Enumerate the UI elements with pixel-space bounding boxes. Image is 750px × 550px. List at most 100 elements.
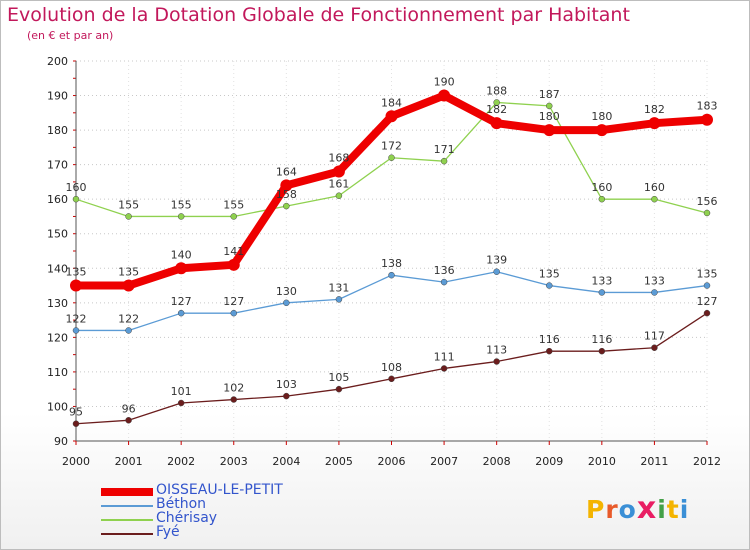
data-label: 156 [697,195,718,208]
data-point [72,420,80,427]
series-lines [70,89,713,427]
y-tick-label: 160 [47,193,68,206]
data-point [546,282,553,289]
data-label: 102 [223,382,244,395]
proxiti-logo: Proxiti [586,491,689,526]
data-point [230,213,237,220]
data-label: 180 [591,110,612,123]
data-label: 116 [539,333,560,346]
data-label: 105 [328,371,349,384]
legend-swatch [101,488,153,496]
legend-swatch [101,533,153,535]
y-tick-label: 120 [47,331,68,344]
legend-label: OISSEAU-LE-PETIT [156,482,283,498]
data-point [332,165,345,178]
data-label: 117 [644,330,665,343]
logo-letter: x [636,491,658,526]
data-label: 138 [381,257,402,270]
legend-label: Fyé [156,524,180,540]
data-point [177,309,185,317]
data-point [177,213,185,220]
y-tick-labels: 90 100 110 120 130 140 150 160 170 180 190 200 [47,55,68,448]
data-point [72,195,80,203]
data-point [125,417,132,424]
logo-letter: t [666,495,680,524]
data-label: 183 [697,100,718,113]
x-tick-label: 2010 [588,455,616,468]
logo-letter: i [657,495,667,524]
data-point [388,271,395,279]
legend-label: Chérisay [156,510,218,526]
y-tick-label: 180 [47,124,68,137]
data-point [651,195,658,203]
x-tick-label: 2004 [272,455,300,468]
data-label: 155 [171,198,192,211]
data-point [280,179,293,192]
data-label: 188 [486,84,507,97]
data-point [595,124,608,137]
data-label: 182 [486,103,507,116]
data-point [230,309,237,317]
data-point [335,192,343,199]
data-point [230,396,237,403]
chart-title: Evolution de la Dotation Globale de Fonc… [7,4,630,26]
data-label: 108 [381,361,402,374]
data-point [598,289,606,296]
chart-subtitle: (en € et par an) [27,29,114,42]
data-label: 103 [276,378,297,391]
x-tick-label: 2011 [640,455,668,468]
data-point [177,399,185,407]
data-point [438,89,451,102]
data-label: 133 [591,274,612,287]
data-label: 130 [276,285,297,298]
data-point [651,344,658,351]
data-point [125,213,132,220]
data-point [440,157,448,165]
y-tick-label: 100 [47,400,68,413]
data-label: 136 [434,264,455,277]
data-point [283,392,290,400]
logo-letter: r [605,495,619,524]
data-label: 127 [223,295,244,308]
x-tick-label: 2002 [167,455,195,468]
y-tick-label: 200 [47,55,68,68]
series-oisseau-le-petit [70,89,713,292]
legend-label: Béthon [156,496,207,512]
x-tick-label: 2000 [62,455,90,468]
data-point [493,268,500,275]
y-tick-label: 150 [47,228,68,241]
data-label: 111 [434,350,455,363]
data-label: 171 [434,143,455,156]
data-label: 116 [591,333,612,346]
data-point [283,299,290,307]
data-labels: 122 122 127 127 130 131 138 136 139 135 133 133 135 1… [66,76,718,419]
data-point [72,327,80,334]
data-label: 127 [697,295,718,308]
data-point [703,309,711,317]
series-ch-risay [72,99,711,220]
data-label: 96 [122,402,136,415]
data-label: 160 [644,181,665,194]
data-label: 164 [276,165,297,178]
data-point [440,278,448,286]
data-point [546,347,553,355]
data-point [70,279,82,292]
y-tick-label: 110 [47,366,68,379]
data-label: 139 [486,254,507,267]
data-label: 133 [644,274,665,287]
data-label: 180 [539,110,560,123]
data-point [175,262,188,275]
data-label: 135 [118,266,139,279]
y-tick-label: 140 [47,262,68,275]
data-point [388,375,395,383]
data-label: 184 [381,96,402,109]
data-label: 113 [486,344,507,357]
y-tick-label: 170 [47,159,68,172]
logo-letter: o [618,495,637,524]
data-label: 127 [171,295,192,308]
data-label: 135 [539,268,560,281]
data-point [543,124,556,137]
data-point [125,327,132,334]
data-label: 160 [66,181,87,194]
